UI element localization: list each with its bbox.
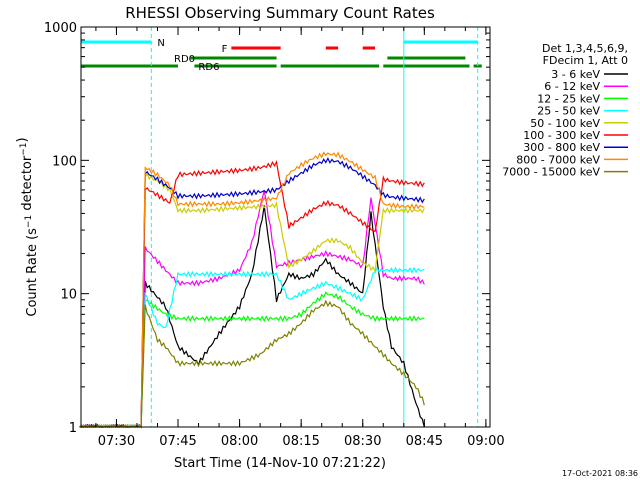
series-lines xyxy=(79,151,425,429)
legend-entry-label: 25 - 50 keV xyxy=(537,105,600,118)
x-tick-label: 07:30 xyxy=(98,434,135,449)
x-tick-label: 08:00 xyxy=(221,434,258,449)
flag-night-label: N xyxy=(157,38,164,49)
x-tick-label: 08:30 xyxy=(344,434,381,449)
legend-header: Det 1,3,4,5,6,9, xyxy=(542,42,628,55)
legend-entry-label: 50 - 100 keV xyxy=(530,117,600,130)
legend-entry-label: 12 - 25 keV xyxy=(537,92,600,105)
legend-entry-label: 300 - 800 keV xyxy=(523,141,600,154)
flag-rd0-label: RD0 xyxy=(174,54,195,65)
y-tick-label: 1000 xyxy=(44,21,77,36)
x-axis-label: Start Time (14-Nov-10 07:21:22) xyxy=(174,456,386,471)
legend-entry-label: 3 - 6 keV xyxy=(551,68,600,81)
x-tick-label: 07:45 xyxy=(159,434,196,449)
legend-entry-label: 6 - 12 keV xyxy=(544,80,600,93)
chart-title: RHESSI Observing Summary Count Rates xyxy=(125,4,435,22)
legend: Det 1,3,4,5,6,9,FDecim 1, Att 03 - 6 keV… xyxy=(502,42,628,179)
series-line xyxy=(79,151,425,429)
x-tick-label: 08:15 xyxy=(282,434,319,449)
y-tick-label: 100 xyxy=(52,154,77,169)
plot-frame xyxy=(80,26,491,428)
legend-entry-label: 100 - 300 keV xyxy=(523,129,600,142)
x-tick-label: 08:45 xyxy=(406,434,443,449)
legend-entry-label: 800 - 7000 keV xyxy=(516,153,600,166)
flag-flare-label: F xyxy=(222,44,228,55)
y-tick-label: 1 xyxy=(69,421,77,436)
axes: 1 10 100 1000 07:30 07:45 08:00 08:15 08:30 08:45… xyxy=(44,21,505,449)
legend-header: FDecim 1, Att 0 xyxy=(543,54,628,67)
x-tick-label: 09:00 xyxy=(467,434,504,449)
y-axis-label: Count Rate (s−1 detector−1) xyxy=(15,137,40,316)
y-tick-label: 10 xyxy=(60,288,77,303)
flag-rd6-label: RD6 xyxy=(198,62,219,73)
legend-entry-label: 7000 - 15000 keV xyxy=(502,166,600,179)
footer-date: 17-Oct-2021 08:36 xyxy=(562,469,638,478)
